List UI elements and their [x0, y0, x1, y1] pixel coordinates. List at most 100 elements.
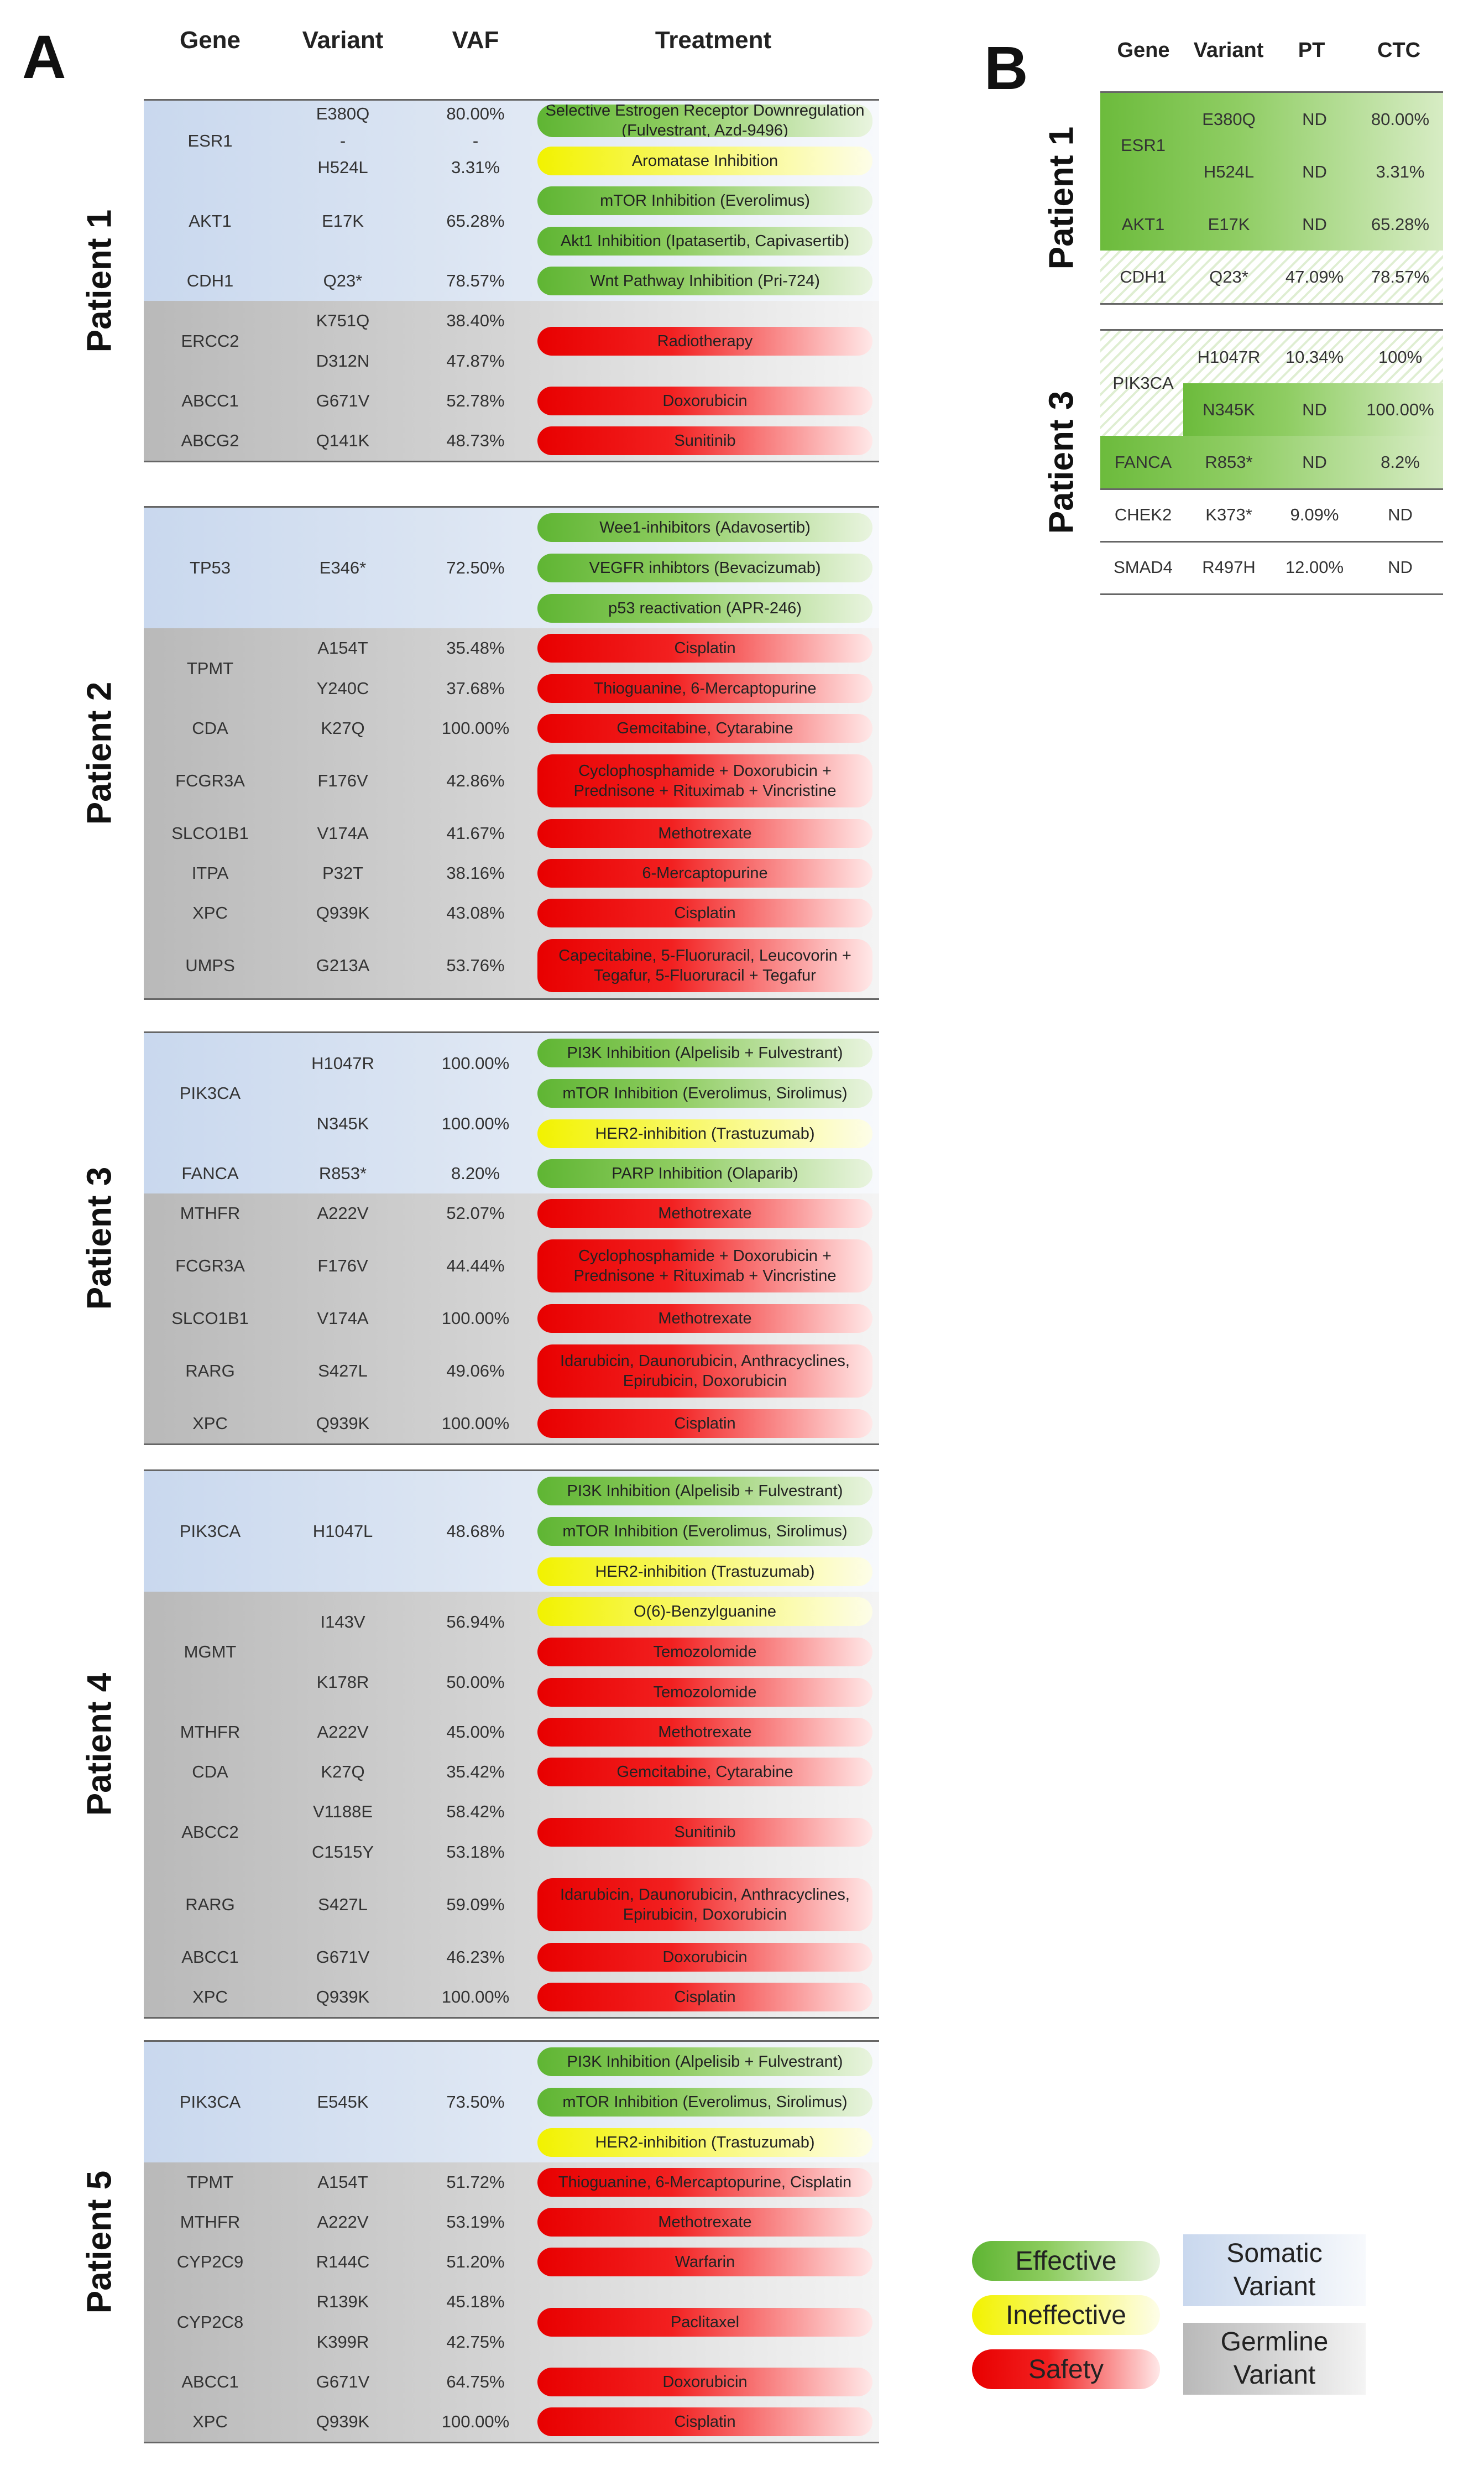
b-variant-value: E17K: [1208, 214, 1250, 234]
treatment-pill-safety: Warfarin: [537, 2248, 872, 2276]
b-pt-value: 10.34%: [1285, 347, 1344, 367]
treatment-label: Capecitabine, 5-Fluoruracil, Leucovorin …: [558, 947, 851, 984]
table-row: SLCO1B1 V174A 41.67% Methotrexate: [144, 814, 879, 855]
vaf-value: -: [472, 131, 479, 150]
treatment-label: Idarubicin, Daunorubicin, Anthracyclines…: [560, 1886, 850, 1924]
treatment-label: Idarubicin, Daunorubicin, Anthracyclines…: [560, 1352, 850, 1390]
vaf-value: 46.23%: [446, 1947, 505, 1967]
treatment-label: Cisplatin: [674, 1988, 736, 2006]
table-row: TPMT A154T 35.48% Y240C 37.68% Cisplatin Thiog…: [144, 628, 879, 710]
variant-value: Q141K: [316, 431, 370, 450]
b-gene-name: FANCA: [1114, 452, 1172, 472]
table-row: CYP2C8 R139K 45.18% K399R 42.75% Paclitaxel: [144, 2282, 879, 2364]
variant-value: G671V: [316, 2372, 370, 2391]
treatment-label: Temozolomide: [653, 1643, 757, 1661]
treatment-pill-effective: mTOR Inhibition (Everolimus, Sirolimus): [537, 1079, 872, 1108]
variant-value: A154T: [317, 2172, 368, 2192]
table-row: FCGR3A F176V 42.86% Cyclophosphamide + Doxo…: [144, 748, 879, 815]
treatment-label: Methotrexate: [658, 2213, 752, 2231]
gene-name: ESR1: [187, 131, 233, 150]
treatment-label: Radiotherapy: [657, 332, 753, 350]
b-pt-value: ND: [1302, 399, 1327, 419]
variant-value: D312N: [316, 351, 370, 371]
patient-label: Patient 5: [80, 2170, 119, 2313]
patient-label: Patient 3: [80, 1166, 119, 1310]
b-pt-value: ND: [1302, 214, 1327, 234]
variant-value: K27Q: [321, 1762, 365, 1781]
table-row: XPC Q939K 43.08% Cisplatin: [144, 893, 879, 935]
b-ctc-value: 65.28%: [1371, 214, 1430, 234]
treatment-label: Doxorubicin: [662, 2373, 748, 2391]
b-variant-value: R853*: [1205, 452, 1253, 472]
variant-value: K27Q: [321, 718, 365, 738]
vaf-value: 41.67%: [446, 823, 505, 843]
treatment-pill-effective: Wnt Pathway Inhibition (Pri-724): [537, 267, 872, 295]
gene-name: SLCO1B1: [171, 1309, 249, 1328]
table-row: MTHFR A222V 53.19% Methotrexate: [144, 2202, 879, 2244]
treatment-pill-effective: Akt1 Inhibition (Ipatasertib, Capivasert…: [537, 226, 872, 256]
table-row: ITPA P32T 38.16% 6-Mercaptopurine: [144, 853, 879, 895]
variant-value: R853*: [318, 1164, 367, 1183]
b-table-row: AKT1 E17K ND 65.28%: [1100, 198, 1443, 252]
patient-top-border: [144, 1031, 879, 1033]
treatment-label: Paclitaxel: [670, 2313, 740, 2331]
treatment-pill-ineffective: Aromatase Inhibition: [537, 146, 872, 175]
treatment-header: Treatment: [655, 27, 772, 54]
treatment-label: Thioguanine, 6-Mercaptopurine, Cisplatin: [558, 2173, 852, 2191]
b-table-row: ESR1 E380Q ND 80.00% H524L ND 3.31%: [1100, 93, 1443, 200]
treatment-label: HER2-inhibition (Trastuzumab): [595, 1562, 815, 1581]
variant-value: Q939K: [316, 2412, 370, 2431]
treatment-pill-safety: Cisplatin: [537, 634, 872, 663]
vaf-value: 38.16%: [446, 863, 505, 883]
treatment-pill-effective: mTOR Inhibition (Everolimus, Sirolimus): [537, 2088, 872, 2117]
variant-value: Y240C: [316, 678, 369, 698]
b-ctc-value: ND: [1388, 504, 1413, 524]
table-row: ABCC1 G671V 64.75% Doxorubicin: [144, 2362, 879, 2404]
treatment-pill-safety: Methotrexate: [537, 819, 872, 848]
treatment-pill-safety: Gemcitabine, Cytarabine: [537, 1758, 872, 1786]
table-row: AKT1 E17K 65.28% mTOR Inhibition (Everolimu…: [144, 181, 879, 263]
gene-name: CDH1: [186, 271, 234, 290]
variant-value: C1515Y: [311, 1842, 374, 1862]
treatment-pill-safety: Sunitinib: [537, 426, 872, 455]
treatment-label: Warfarin: [675, 2253, 735, 2271]
vaf-value: 100.00%: [441, 718, 510, 738]
vaf-value: 53.18%: [446, 1842, 505, 1862]
b-variant-value: H1047R: [1197, 347, 1261, 367]
table-row: XPC Q939K 100.00% Cisplatin: [144, 1977, 879, 2019]
vaf-value: 53.76%: [446, 956, 505, 975]
table-row: XPC Q939K 100.00% Cisplatin: [144, 1404, 879, 1445]
table-row: PIK3CA H1047L 48.68% PI3K Inhibition (Alpel…: [144, 1471, 879, 1593]
b-ctc-value: 78.57%: [1371, 267, 1430, 286]
vaf-value: 52.78%: [446, 391, 505, 410]
gene-name: PIK3CA: [179, 1083, 241, 1103]
variant-value: Q939K: [316, 1414, 370, 1433]
vaf-value: 53.19%: [446, 2212, 505, 2232]
b-ctc-value: ND: [1388, 557, 1413, 577]
legend-effective: Effective: [972, 2241, 1160, 2281]
b-pt-value: ND: [1302, 452, 1327, 472]
treatment-label: Sunitinib: [674, 1823, 736, 1841]
variant-value: Q939K: [316, 903, 370, 922]
variant-value: K178R: [316, 1672, 369, 1692]
treatment-label: O(6)-Benzylguanine: [634, 1603, 776, 1621]
b-pt-value: 12.00%: [1285, 557, 1344, 577]
gene-name: TPMT: [186, 2172, 234, 2192]
variant-value: H1047R: [311, 1053, 374, 1073]
treatment-label: mTOR Inhibition (Everolimus, Sirolimus): [562, 1085, 848, 1102]
b-gene-name: ESR1: [1121, 135, 1166, 155]
vaf-value: 45.00%: [446, 1722, 505, 1742]
patient-label: Patient 1: [80, 209, 119, 352]
table-row: RARG S427L 59.09% Idarubicin, Daunorubicin,…: [144, 1872, 879, 1939]
b-variant-value: E380Q: [1202, 109, 1256, 129]
table-row: FANCA R853* 8.20% PARP Inhibition (Olaparib…: [144, 1154, 879, 1195]
gene-name: XPC: [192, 1987, 228, 2006]
variant-value: G671V: [316, 1947, 370, 1967]
table-row: XPC Q939K 100.00% Cisplatin: [144, 2402, 879, 2443]
treatment-pill-safety: Temozolomide: [537, 1677, 872, 1707]
treatment-label: HER2-inhibition (Trastuzumab): [595, 1124, 815, 1143]
treatment-pill-safety: Thioguanine, 6-Mercaptopurine, Cisplatin: [537, 2168, 872, 2197]
gene-name: ABCC1: [181, 1947, 239, 1967]
b-gene-name: CDH1: [1120, 267, 1167, 286]
patient-top-border: [144, 2040, 879, 2042]
